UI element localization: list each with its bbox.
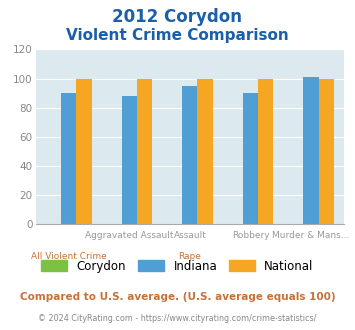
Bar — [243, 93, 258, 224]
Text: Murder & Mans...: Murder & Mans... — [272, 231, 350, 240]
Text: Violent Crime Comparison: Violent Crime Comparison — [66, 28, 289, 43]
Text: Aggravated Assault: Aggravated Assault — [85, 231, 174, 240]
Text: Robbery: Robbery — [232, 231, 269, 240]
Bar — [258, 79, 273, 224]
Text: Assault: Assault — [174, 231, 206, 240]
Bar — [182, 86, 197, 224]
Bar — [304, 77, 319, 224]
Bar — [137, 79, 152, 224]
Text: Compared to U.S. average. (U.S. average equals 100): Compared to U.S. average. (U.S. average … — [20, 292, 335, 302]
Bar — [197, 79, 213, 224]
Bar — [122, 96, 137, 224]
Bar — [319, 79, 334, 224]
Text: All Violent Crime: All Violent Crime — [31, 252, 107, 261]
Text: 2012 Corydon: 2012 Corydon — [113, 8, 242, 26]
Bar — [61, 93, 76, 224]
Legend: Corydon, Indiana, National: Corydon, Indiana, National — [37, 255, 318, 278]
Text: © 2024 CityRating.com - https://www.cityrating.com/crime-statistics/: © 2024 CityRating.com - https://www.city… — [38, 314, 317, 323]
Text: Rape: Rape — [179, 252, 201, 261]
Bar — [76, 79, 92, 224]
